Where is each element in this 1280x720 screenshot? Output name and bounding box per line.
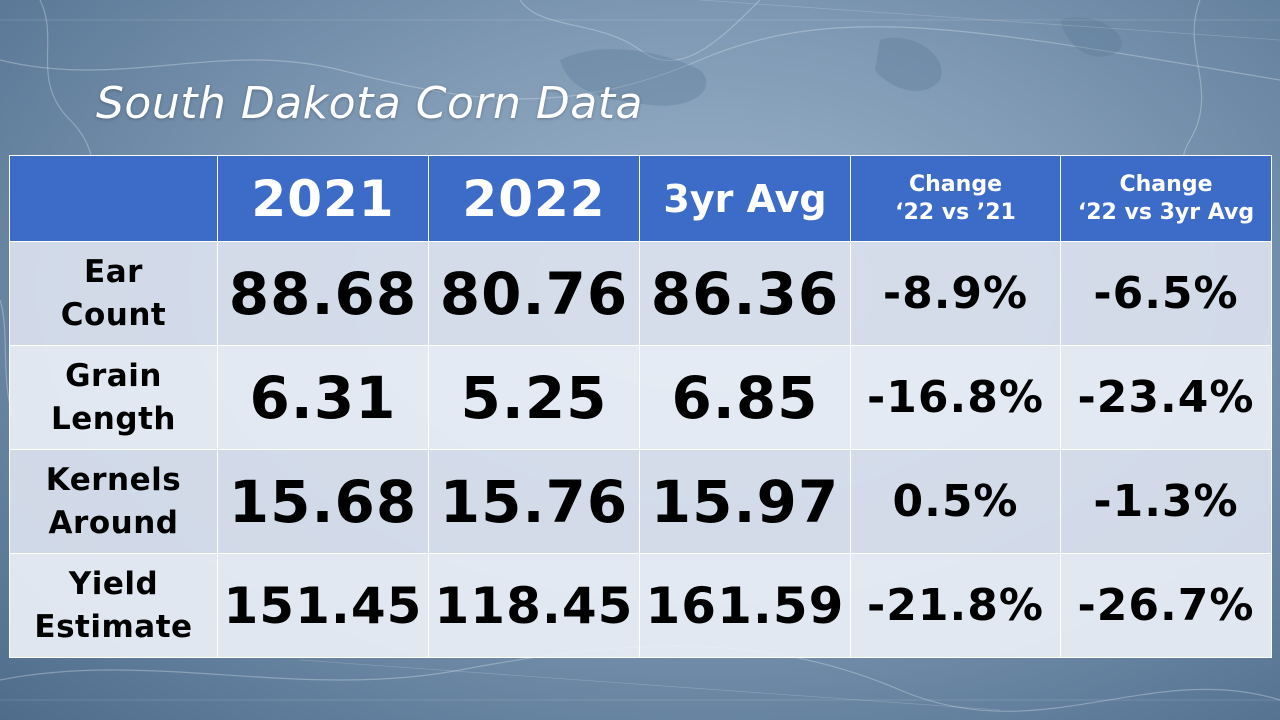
- table-header-row: 2021 2022 3yr Avg Change ‘22 vs ’21 Chan…: [9, 155, 1272, 242]
- cell-3yr-avg: 6.85: [639, 345, 851, 450]
- row-label-line2: Length: [51, 400, 176, 437]
- corn-data-table: 2021 2022 3yr Avg Change ‘22 vs ’21 Chan…: [9, 155, 1272, 658]
- cell-3yr-avg: 86.36: [639, 241, 851, 346]
- cell-change-22-vs-21: 0.5%: [850, 449, 1061, 554]
- cell-change-22-vs-21: -21.8%: [850, 553, 1061, 658]
- header-change-22-vs-21-line2: ‘22 vs ’21: [895, 199, 1016, 225]
- cell-2022: 80.76: [428, 241, 640, 346]
- table-row-yield-estimate: Yield Estimate 151.45 118.45 161.59 -21.…: [9, 553, 1272, 658]
- row-label-line1: Ear: [84, 253, 143, 290]
- row-label-line1: Kernels: [45, 461, 182, 498]
- row-label: Yield Estimate: [9, 553, 218, 658]
- cell-change-22-vs-21: -8.9%: [850, 241, 1061, 346]
- cell-2022: 15.76: [428, 449, 640, 554]
- row-label-line2: Estimate: [34, 608, 193, 645]
- cell-2021: 151.45: [217, 553, 429, 658]
- row-label-line1: Grain: [65, 357, 162, 394]
- page-title: South Dakota Corn Data: [96, 78, 643, 129]
- table-row-kernels-around: Kernels Around 15.68 15.76 15.97 0.5% -1…: [9, 449, 1272, 554]
- cell-2021: 6.31: [217, 345, 429, 450]
- row-label: Kernels Around: [9, 449, 218, 554]
- row-label: Grain Length: [9, 345, 218, 450]
- header-change-22-vs-21: Change ‘22 vs ’21: [850, 155, 1061, 242]
- row-label: Ear Count: [9, 241, 218, 346]
- header-corner: [9, 155, 218, 242]
- header-change-22-vs-3yr-line2: ‘22 vs 3yr Avg: [1077, 199, 1255, 225]
- cell-change-22-vs-21: -16.8%: [850, 345, 1061, 450]
- cell-change-22-vs-3yr: -26.7%: [1060, 553, 1272, 658]
- header-2021: 2021: [217, 155, 429, 242]
- header-change-22-vs-21-line1: Change: [909, 172, 1002, 197]
- row-label-line2: Count: [60, 296, 167, 333]
- table-row-grain-length: Grain Length 6.31 5.25 6.85 -16.8% -23.4…: [9, 345, 1272, 450]
- row-label-line1: Yield: [68, 565, 159, 602]
- header-2022: 2022: [428, 155, 640, 242]
- cell-change-22-vs-3yr: -23.4%: [1060, 345, 1272, 450]
- cell-3yr-avg: 161.59: [639, 553, 851, 658]
- cell-change-22-vs-3yr: -1.3%: [1060, 449, 1272, 554]
- cell-2021: 88.68: [217, 241, 429, 346]
- cell-2022: 5.25: [428, 345, 640, 450]
- cell-2022: 118.45: [428, 553, 640, 658]
- header-change-22-vs-3yr: Change ‘22 vs 3yr Avg: [1060, 155, 1272, 242]
- cell-3yr-avg: 15.97: [639, 449, 851, 554]
- header-3yr-avg: 3yr Avg: [639, 155, 851, 242]
- header-change-22-vs-3yr-line1: Change: [1119, 172, 1213, 197]
- row-label-line2: Around: [48, 504, 179, 541]
- table-row-ear-count: Ear Count 88.68 80.76 86.36 -8.9% -6.5%: [9, 241, 1272, 346]
- cell-2021: 15.68: [217, 449, 429, 554]
- cell-change-22-vs-3yr: -6.5%: [1060, 241, 1272, 346]
